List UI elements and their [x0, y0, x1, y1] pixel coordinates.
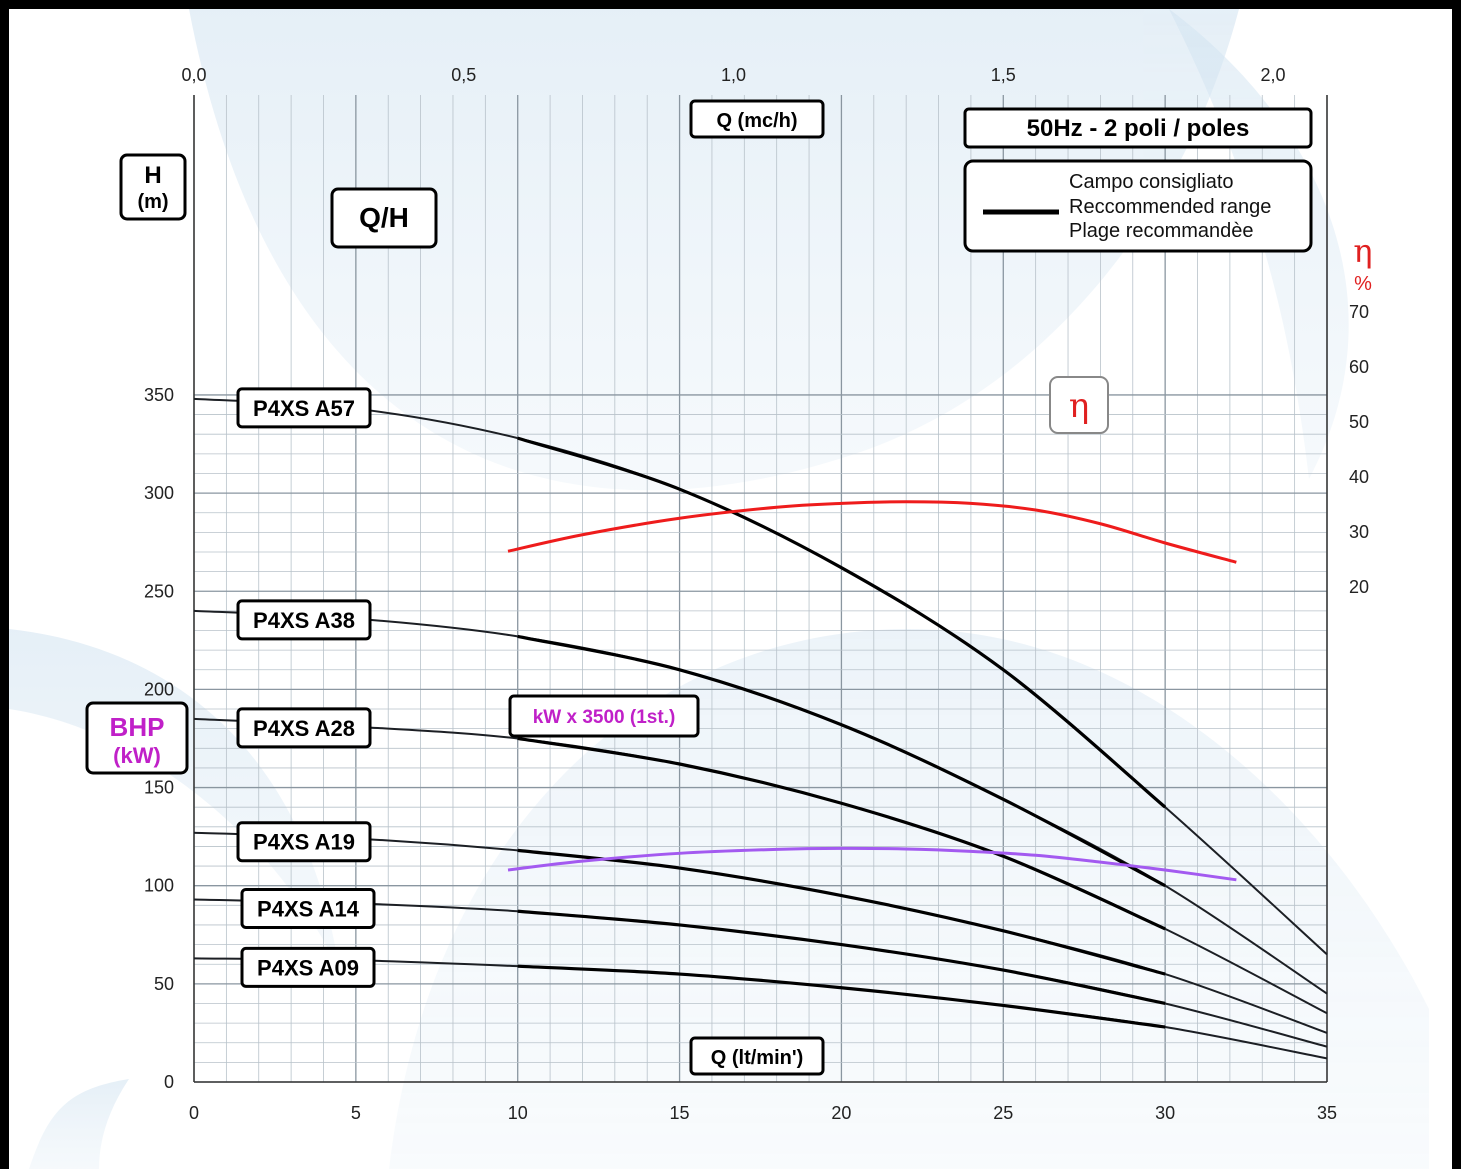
y-left-tick-label: 150: [144, 778, 174, 798]
x-top-unit-box: Q (mc/h): [689, 99, 825, 139]
kw-box: kW x 3500 (1st.): [508, 694, 700, 738]
bhp-label-line2: (kW): [113, 743, 161, 768]
x-bottom-tick-label: 25: [993, 1103, 1013, 1123]
y-left-tick-label: 50: [154, 974, 174, 994]
x-bottom-tick-label: 5: [351, 1103, 361, 1123]
qh-box: Q/H: [330, 187, 438, 249]
series-label-box: [236, 387, 372, 429]
x-bottom-label: Q (lt/min'): [711, 1047, 804, 1069]
x-bottom-tick-label: 35: [1317, 1103, 1337, 1123]
x-bottom-tick-label: 0: [189, 1103, 199, 1123]
x-top-tick-label: 1,0: [721, 65, 746, 85]
recommended-range-segment: [517, 736, 1166, 931]
y-left-tick-label: 100: [144, 876, 174, 896]
y-right-tick-label: 30: [1349, 522, 1369, 542]
series-label: P4XS A57: [253, 396, 355, 421]
x-bottom-unit-box: Q (lt/min'): [689, 1036, 825, 1076]
y-left-tick-label: 200: [144, 679, 174, 699]
y-left-tick-label: 350: [144, 385, 174, 405]
recommended-range-segment: [517, 848, 1166, 976]
y-right-tick-label: 20: [1349, 577, 1369, 597]
axes: 0 5 10 15 20 25 30 35 0,0 0,5 1,0 1,5 2,0 0 50 100 150 20…: [144, 65, 1369, 1123]
series-label-box: [240, 887, 376, 929]
x-bottom-tick-label: 15: [670, 1103, 690, 1123]
series-label-box: [236, 707, 372, 749]
legend-line1: Campo consigliato: [1069, 171, 1234, 193]
legend-line2: Reccommended range: [1069, 196, 1271, 218]
recommended-range-segment: [517, 436, 1167, 809]
x-bottom-tick-label: 20: [831, 1103, 851, 1123]
eta-box: η: [1049, 376, 1109, 434]
x-bottom-tick-label: 30: [1155, 1103, 1175, 1123]
series-label-box: [236, 599, 372, 641]
bhp-box: BHP (kW): [85, 701, 189, 775]
y-left-tick-label: 250: [144, 581, 174, 601]
x-top-tick-label: 2,0: [1261, 65, 1286, 85]
y-right-tick-label: 40: [1349, 467, 1369, 487]
recommended-range-segment: [517, 909, 1166, 1006]
kw-label: kW x 3500 (1st.): [533, 707, 676, 728]
y-left-label-box: H (m): [119, 153, 187, 221]
legend: Campo consigliato Reccommended range Pla…: [963, 159, 1313, 253]
x-top-tick-label: 1,5: [991, 65, 1016, 85]
power-curve: [507, 846, 1237, 882]
series-label: P4XS A09: [257, 955, 359, 980]
title-box: 50Hz - 2 poli / poles: [963, 107, 1313, 149]
y-left-label-line2: (m): [137, 191, 168, 213]
pump-curve-chart: 0 5 10 15 20 25 30 35 0,0 0,5 1,0 1,5 2,0 0 50 100 150 20…: [9, 9, 1429, 1169]
chart-title: 50Hz - 2 poli / poles: [1027, 115, 1250, 142]
efficiency-curve: [507, 500, 1237, 564]
y-right-tick-label: 50: [1349, 412, 1369, 432]
y-left-label-line1: H: [144, 162, 161, 189]
x-top-tick-label: 0,0: [181, 65, 206, 85]
recommended-range-segment: [517, 634, 1166, 888]
series-label: P4XS A28: [253, 716, 355, 741]
curve-labels: P4XS A57 P4XS A38 P4XS A28 P4XS A19 P4XS A14…: [236, 387, 376, 988]
x-top-label: Q (mc/h): [716, 110, 797, 132]
series-label: P4XS A19: [253, 830, 355, 855]
recommended-range-segment: [517, 964, 1166, 1029]
series-label: P4XS A38: [253, 608, 355, 633]
y-right-tick-label: 60: [1349, 357, 1369, 377]
x-bottom-tick-label: 10: [508, 1103, 528, 1123]
eta-label: η: [1069, 386, 1089, 426]
series-label-box: [240, 946, 376, 988]
y-left-tick-label: 300: [144, 483, 174, 503]
qh-label: Q/H: [359, 202, 409, 233]
y-right-label-line1: η: [1353, 232, 1372, 270]
series-label-box: [236, 821, 372, 863]
y-right-label-line2: %: [1354, 273, 1372, 295]
series-label: P4XS A14: [257, 896, 360, 921]
y-right-tick-label: 70: [1349, 302, 1369, 322]
x-top-tick-label: 0,5: [451, 65, 476, 85]
legend-line3: Plage recommandèe: [1069, 220, 1254, 242]
y-left-tick-label: 0: [164, 1072, 174, 1092]
bhp-label-line1: BHP: [110, 712, 165, 742]
